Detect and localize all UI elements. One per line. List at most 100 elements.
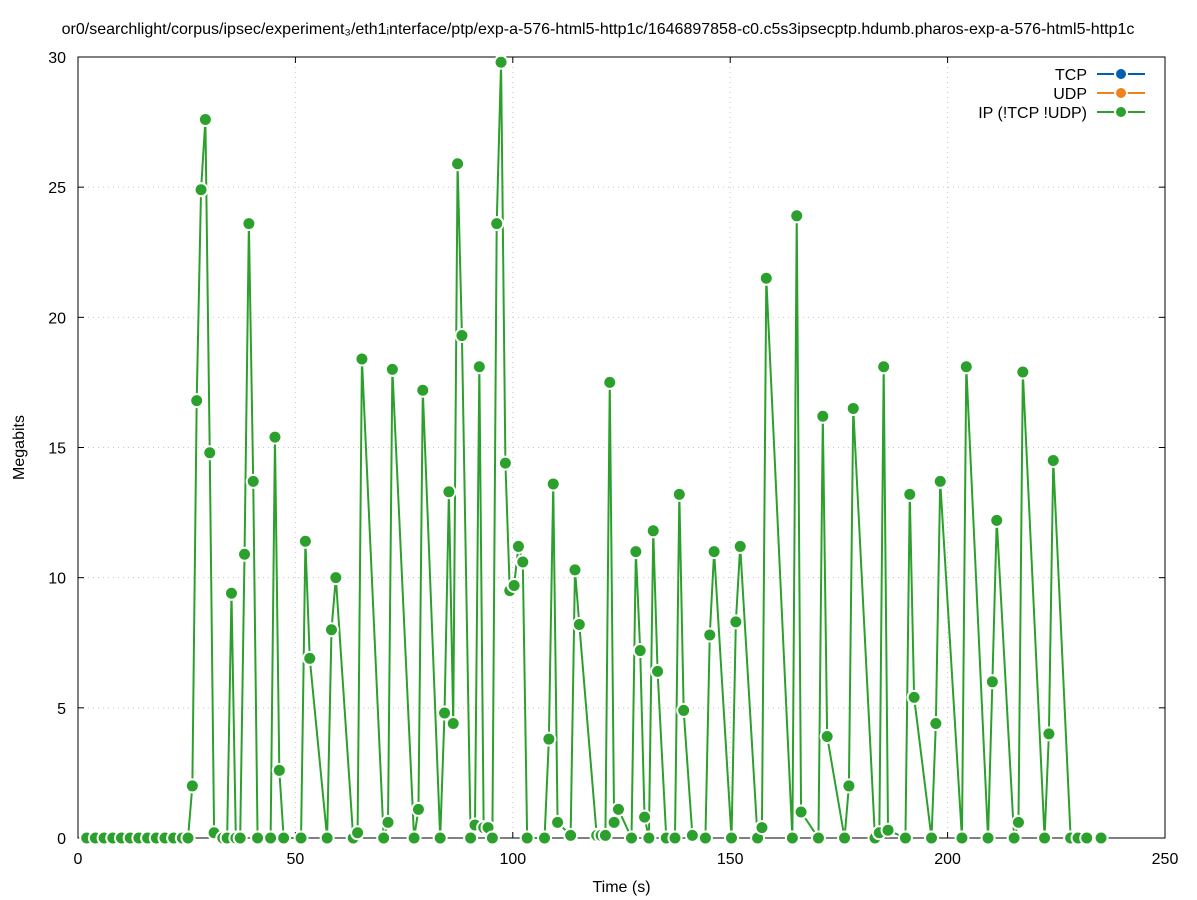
data-point: [506, 577, 522, 593]
data-point: [845, 400, 861, 416]
data-point: [241, 216, 257, 232]
data-point: [1093, 830, 1109, 846]
data-point: [793, 804, 809, 820]
data-point: [441, 484, 457, 500]
data-point: [223, 585, 239, 601]
data-point: [350, 825, 366, 841]
axis-ticks: 0 50 100 150 200 250 0 5 10 15 20 25 30: [48, 50, 1178, 868]
x-tick-label: 250: [1152, 851, 1179, 868]
data-point: [450, 156, 466, 172]
data-point: [250, 830, 266, 846]
legend-label: UDP: [1053, 86, 1087, 103]
data-point: [676, 702, 692, 718]
data-point: [645, 523, 661, 539]
x-tick-label: 100: [499, 851, 526, 868]
data-point: [1006, 830, 1022, 846]
data-point: [606, 814, 622, 830]
data-point: [323, 622, 339, 638]
x-tick-label: 150: [717, 851, 744, 868]
data-point: [193, 182, 209, 198]
data-point: [537, 830, 553, 846]
legend-marker: [1114, 67, 1128, 81]
data-point: [380, 814, 396, 830]
data-point: [497, 455, 513, 471]
data-point: [897, 830, 913, 846]
data-point: [980, 830, 996, 846]
data-point: [271, 762, 287, 778]
data-point: [841, 778, 857, 794]
data-point: [650, 663, 666, 679]
data-point: [684, 827, 700, 843]
chart-title: or0/searchlight/corpus/ipsec/experiment₃…: [62, 21, 1135, 38]
y-axis-label: Megabits: [11, 415, 28, 480]
data-point: [954, 830, 970, 846]
data-point: [754, 820, 770, 836]
data-point: [545, 476, 561, 492]
data-point: [989, 512, 1005, 528]
data-point: [815, 408, 831, 424]
data-point: [267, 429, 283, 445]
data-point: [550, 814, 566, 830]
data-point: [406, 830, 422, 846]
data-point: [984, 674, 1000, 690]
data-point: [189, 393, 205, 409]
data-point: [232, 830, 248, 846]
data-point: [1010, 814, 1026, 830]
y-tick-label: 25: [48, 180, 66, 197]
y-tick-label: 15: [48, 441, 66, 458]
data-point: [1037, 830, 1053, 846]
data-point: [415, 382, 431, 398]
x-tick-label: 50: [287, 851, 305, 868]
data-point: [924, 830, 940, 846]
x-tick-label: 0: [74, 851, 83, 868]
legend-marker: [1114, 105, 1128, 119]
data-point: [263, 830, 279, 846]
data-point: [410, 801, 426, 817]
y-tick-label: 20: [48, 310, 66, 327]
data-point: [432, 830, 448, 846]
data-point: [437, 705, 453, 721]
data-point: [445, 715, 461, 731]
data-point: [697, 830, 713, 846]
data-point: [728, 614, 744, 630]
legend: TCP UDP IP (!TCP !UDP): [978, 67, 1145, 122]
data-point: [610, 801, 626, 817]
x-tick-label: 200: [934, 851, 961, 868]
data-point: [637, 809, 653, 825]
legend-label: TCP: [1055, 67, 1087, 84]
data-point: [319, 830, 335, 846]
data-point: [328, 570, 344, 586]
data-point: [876, 359, 892, 375]
data-point: [624, 830, 640, 846]
data-point: [184, 778, 200, 794]
data-point: [293, 830, 309, 846]
data-point: [354, 351, 370, 367]
data-point: [471, 359, 487, 375]
series-layer: [79, 54, 1109, 846]
data-point: [597, 827, 613, 843]
data-point: [819, 728, 835, 744]
data-point: [493, 54, 509, 70]
data-point: [237, 546, 253, 562]
data-point: [1045, 453, 1061, 469]
data-point: [571, 617, 587, 633]
data-point: [563, 827, 579, 843]
data-point: [958, 359, 974, 375]
data-point: [376, 830, 392, 846]
data-point: [489, 216, 505, 232]
data-point: [789, 208, 805, 224]
data-point: [297, 533, 313, 549]
legend-label: IP (!TCP !UDP): [978, 105, 1087, 122]
y-tick-label: 0: [57, 831, 66, 848]
data-point: [928, 715, 944, 731]
data-point: [302, 650, 318, 666]
series-line: [86, 62, 1102, 842]
data-point: [641, 830, 657, 846]
y-tick-label: 10: [48, 571, 66, 588]
data-point: [702, 627, 718, 643]
data-point: [197, 111, 213, 127]
data-point: [1015, 364, 1031, 380]
data-point: [706, 544, 722, 560]
data-point: [276, 830, 292, 846]
